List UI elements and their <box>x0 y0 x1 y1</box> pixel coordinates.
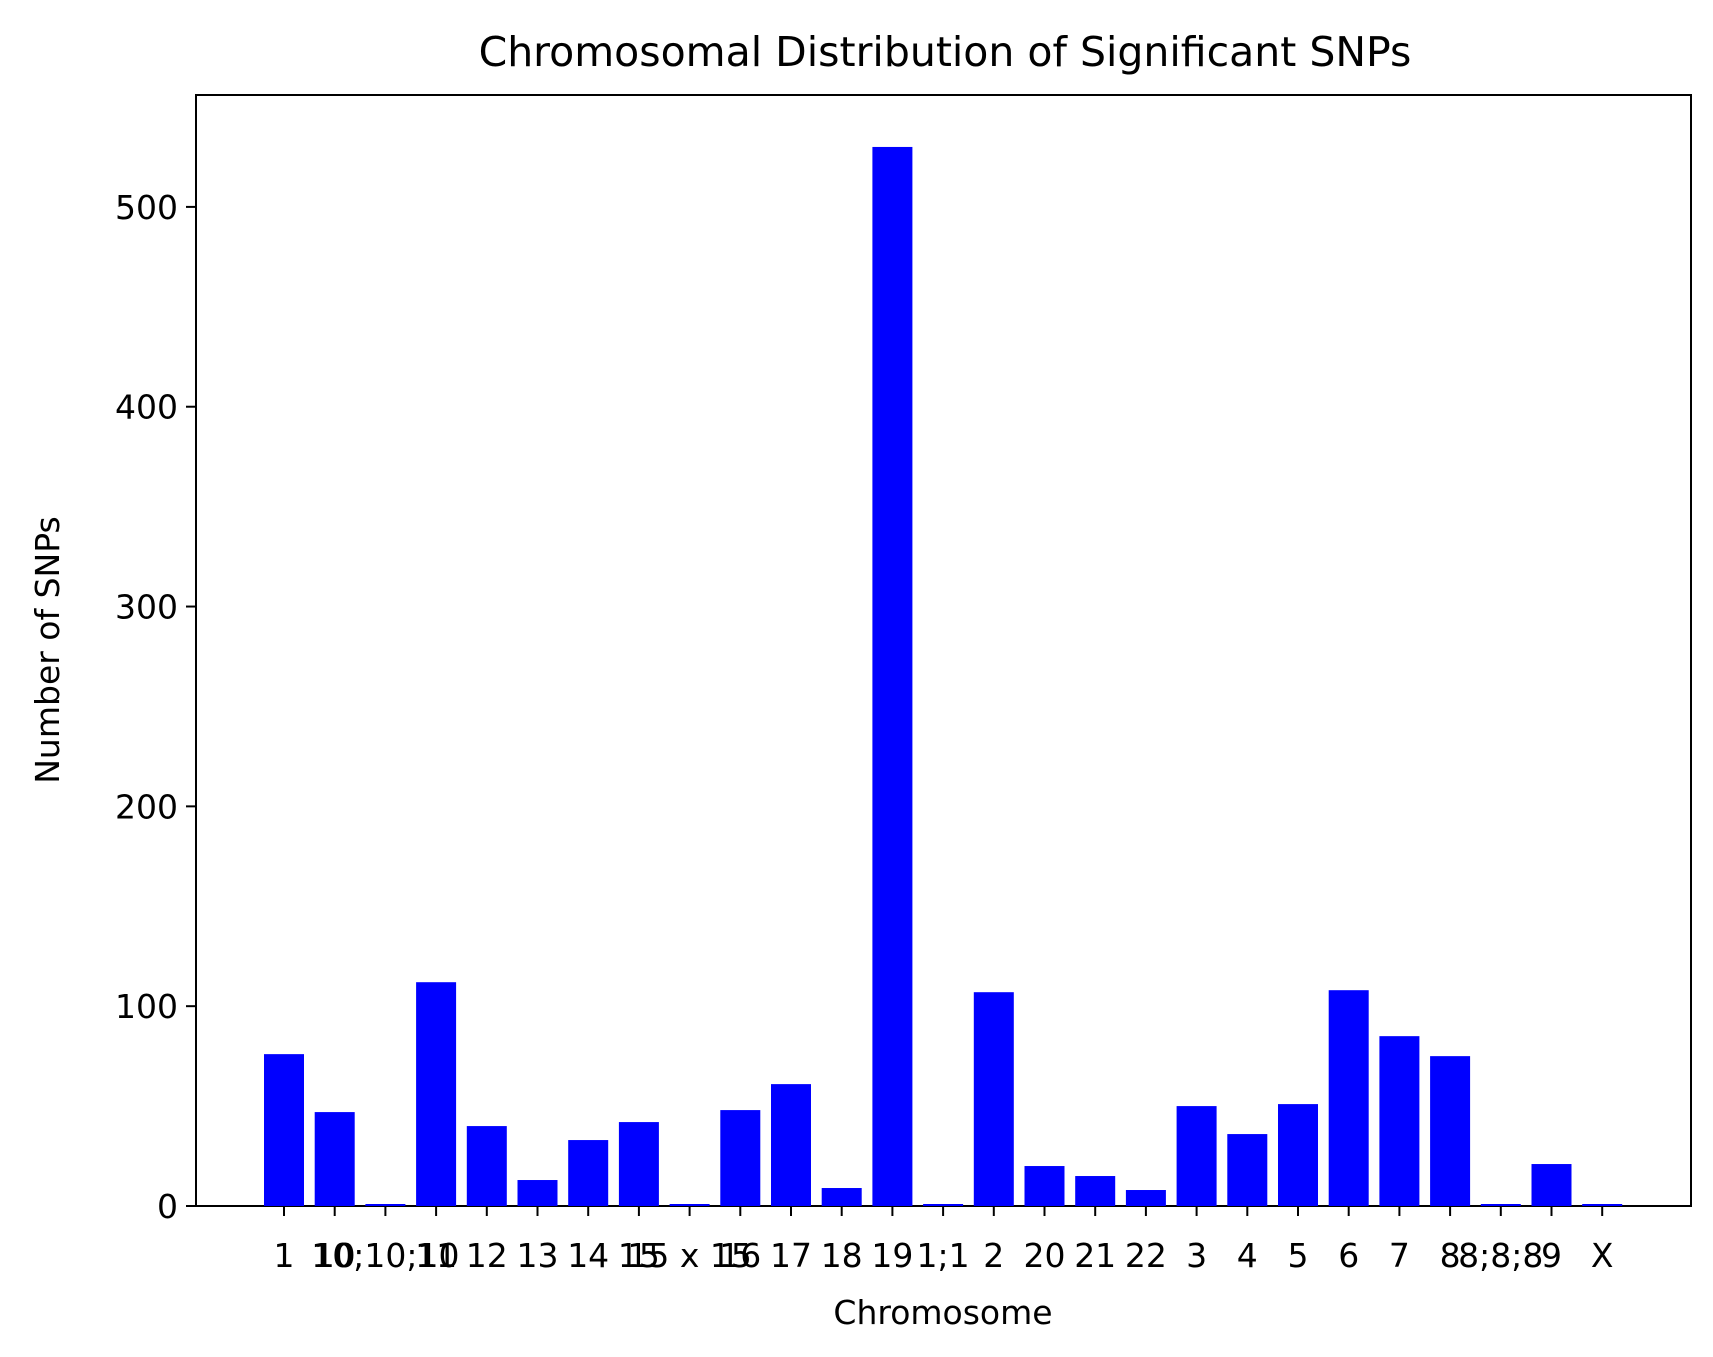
bar <box>1379 1036 1420 1206</box>
bar <box>669 1204 710 1206</box>
x-tick-label: 16 <box>719 1236 761 1275</box>
x-tick-label: 19 <box>871 1236 913 1275</box>
bar <box>1176 1106 1217 1206</box>
x-tick-label: 5 <box>1288 1236 1309 1275</box>
bar <box>1227 1134 1268 1206</box>
bar <box>466 1126 507 1206</box>
bar <box>264 1054 304 1206</box>
x-tick-label: 10;10;10 <box>311 1236 459 1275</box>
x-tick-label: 17 <box>770 1236 812 1275</box>
bar <box>314 1112 355 1206</box>
bar <box>1328 990 1369 1206</box>
x-tick-label: 18 <box>821 1236 863 1275</box>
y-axis-label: Number of SNPs <box>28 516 67 784</box>
y-tick-label: 0 <box>157 1187 178 1226</box>
bar <box>1278 1104 1318 1206</box>
bar <box>365 1204 406 1206</box>
x-tick-label: 9 <box>1541 1236 1562 1275</box>
x-tick-label: 1;1 <box>917 1236 970 1275</box>
x-tick-label: 13 <box>517 1236 559 1275</box>
x-tick-label: X <box>1591 1236 1614 1275</box>
x-axis-label: Chromosome <box>833 1293 1052 1332</box>
bar <box>1125 1190 1166 1206</box>
y-tick-label: 400 <box>115 388 178 427</box>
bar <box>1075 1176 1116 1206</box>
y-axis: 0 100 200 300 400 500 <box>115 188 196 1226</box>
bar <box>1531 1164 1572 1206</box>
x-tick-label: 20 <box>1024 1236 1066 1275</box>
bar <box>1430 1056 1471 1206</box>
x-tick-label: 6 <box>1338 1236 1359 1275</box>
x-tick-label: 22 <box>1125 1236 1167 1275</box>
x-tick-label: 8 <box>1440 1236 1461 1275</box>
x-tick-label: 11 <box>415 1236 457 1275</box>
x-tick-label: 14 <box>567 1236 609 1275</box>
x-tick-label: 15 <box>618 1236 660 1275</box>
chart-title: Chromosomal Distribution of Significant … <box>479 28 1412 76</box>
bar <box>1480 1204 1521 1206</box>
bar <box>872 146 913 1206</box>
x-tick-label: 10 <box>314 1236 356 1275</box>
x-tick-label: 15 x 15 <box>627 1236 752 1275</box>
bar <box>973 992 1014 1206</box>
bar <box>821 1188 862 1206</box>
y-tick-label: 300 <box>115 588 178 627</box>
y-tick-label: 100 <box>115 987 178 1026</box>
y-tick-label: 500 <box>115 188 178 227</box>
x-tick-label: 4 <box>1237 1236 1258 1275</box>
x-tick-label: 3 <box>1186 1236 1207 1275</box>
bar <box>923 1204 964 1206</box>
bar <box>517 1180 558 1206</box>
x-tick-label: 12 <box>466 1236 508 1275</box>
bar <box>1582 1204 1623 1206</box>
x-tick-label: 2 <box>983 1236 1004 1275</box>
x-tick-label: 7 <box>1389 1236 1410 1275</box>
x-tick-label: 8;8;8 <box>1458 1236 1543 1275</box>
bar <box>568 1140 609 1206</box>
bar <box>720 1110 761 1206</box>
y-tick-label: 200 <box>115 787 178 826</box>
bars-layer <box>264 146 1623 1206</box>
x-tick-label: 21 <box>1074 1236 1116 1275</box>
x-tick-label: 1 <box>274 1236 295 1275</box>
bar <box>416 982 457 1206</box>
bar <box>1024 1166 1065 1206</box>
bar <box>771 1084 811 1206</box>
bar <box>618 1122 659 1206</box>
